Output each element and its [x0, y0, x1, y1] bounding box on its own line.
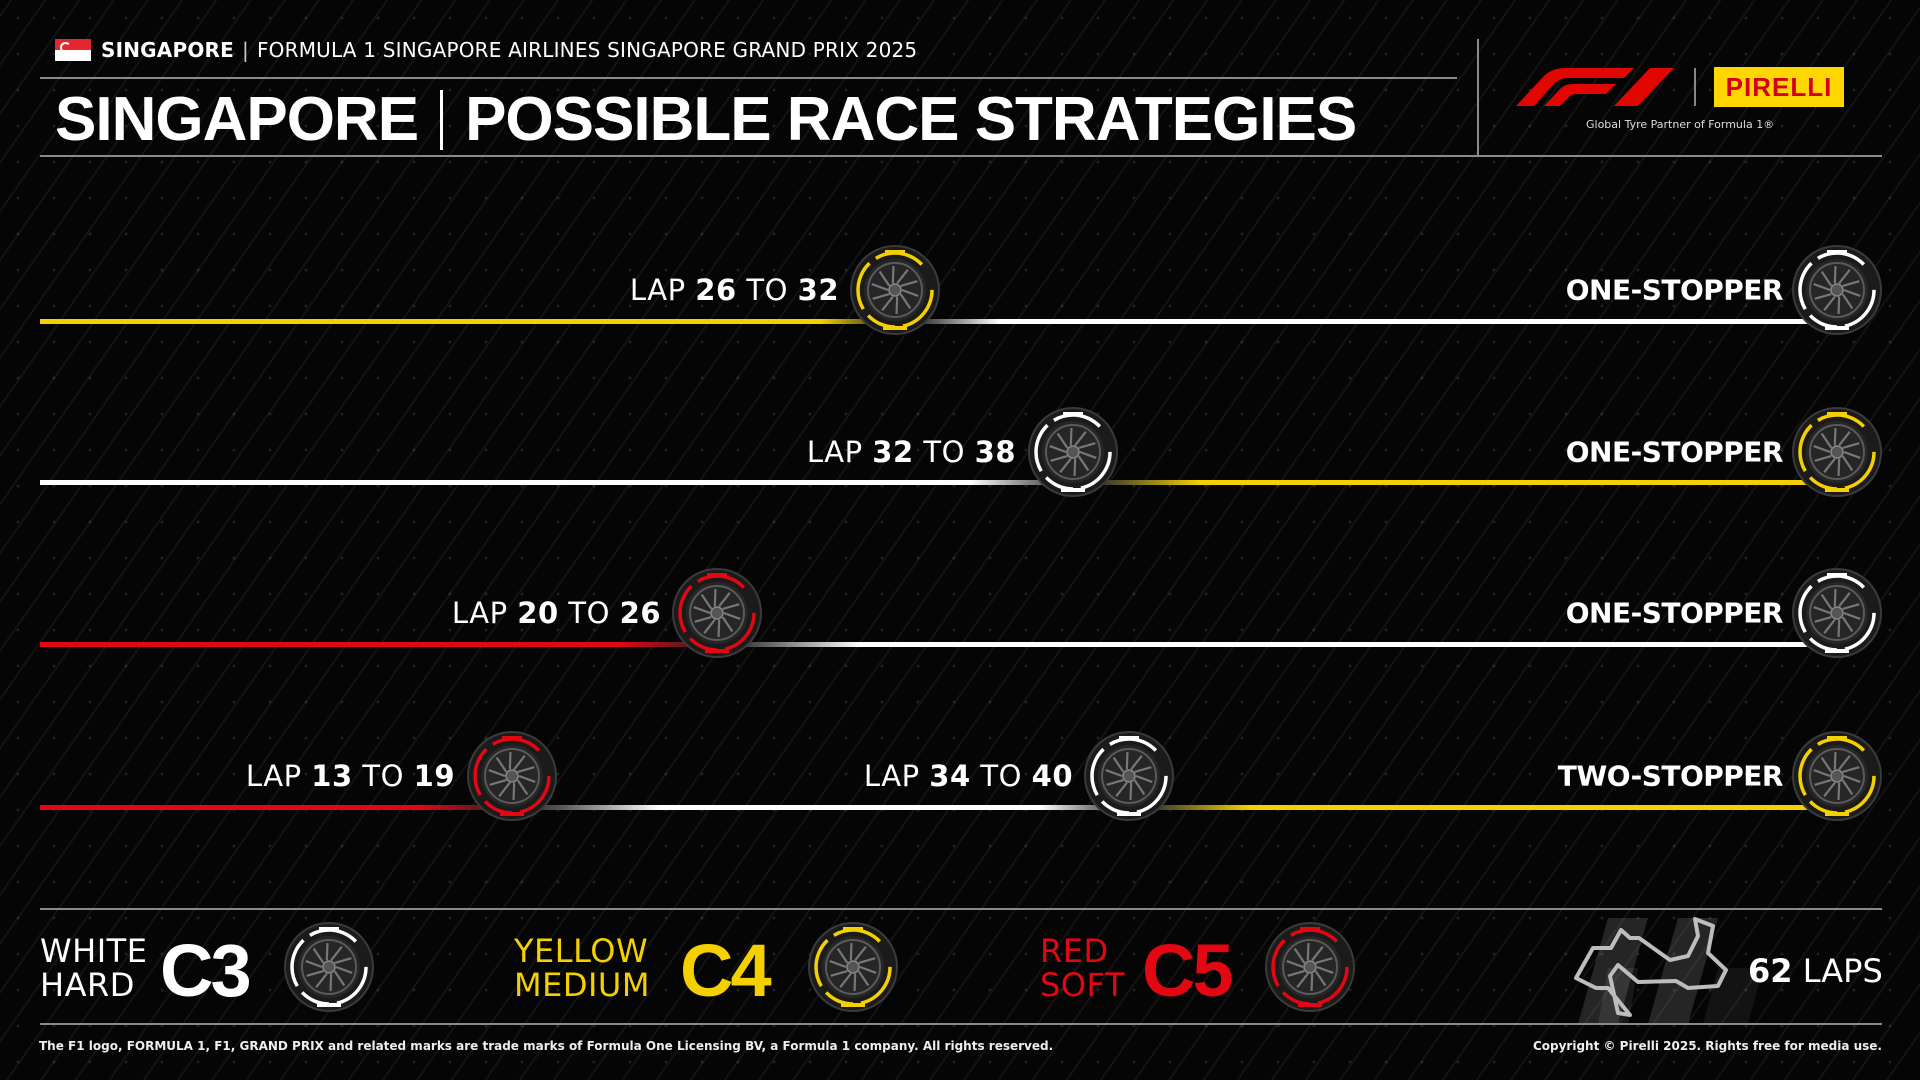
race-laps: 62 LAPS — [1748, 952, 1883, 990]
legend-top-divider — [40, 908, 1882, 910]
singapore-flag-icon — [55, 39, 91, 61]
strategy-2-stint-line — [40, 480, 1837, 485]
legend-hard-code: C3 — [160, 929, 252, 1012]
event-name: FORMULA 1 SINGAPORE AIRLINES SINGAPORE G… — [256, 38, 918, 62]
hard-tyre-icon — [1791, 567, 1883, 659]
hard-tyre-icon — [1083, 730, 1175, 822]
logo-divider — [1477, 39, 1479, 156]
strategy-3-pit-window: LAP 20 TO 26 — [451, 596, 661, 630]
header-divider — [40, 77, 1457, 79]
hard-tyre-icon — [1791, 244, 1883, 336]
hard-tyre-icon — [283, 921, 375, 1013]
medium-tyre-icon — [807, 921, 899, 1013]
legend-bottom-divider — [40, 1023, 1882, 1025]
soft-tyre-icon — [671, 567, 763, 659]
page-title: SINGAPORE POSSIBLE RACE STRATEGIES — [55, 84, 1357, 155]
trademark-notice: The F1 logo, FORMULA 1, F1, GRAND PRIX a… — [39, 1039, 1054, 1053]
strategy-2-pit-window: LAP 32 TO 38 — [806, 435, 1016, 469]
header-bottom-divider — [40, 155, 1882, 157]
legend-soft-code: C5 — [1142, 929, 1234, 1012]
event-subheader: SINGAPORE | FORMULA 1 SINGAPORE AIRLINES… — [55, 38, 917, 62]
logo-separator — [1694, 68, 1696, 106]
legend-soft-label: RED SOFT — [1040, 932, 1125, 1004]
strategy-1-type: ONE-STOPPER — [1565, 273, 1784, 307]
separator: | — [242, 38, 249, 62]
medium-tyre-icon — [849, 244, 941, 336]
legend-hard-label: WHITE HARD — [40, 932, 148, 1004]
strategy-1-stint-line — [40, 319, 1837, 324]
medium-tyre-icon — [1791, 730, 1883, 822]
title-separator — [440, 89, 444, 150]
soft-tyre-icon — [466, 730, 558, 822]
strategy-1-pit-window: LAP 26 TO 32 — [629, 273, 839, 307]
strategy-4-stint-line — [40, 805, 1837, 810]
medium-tyre-icon — [1791, 406, 1883, 498]
soft-tyre-icon — [1264, 921, 1356, 1013]
f1-logo — [1516, 68, 1674, 106]
copyright-notice: Copyright © Pirelli 2025. Rights free fo… — [1532, 1039, 1882, 1053]
strategy-3-type: ONE-STOPPER — [1565, 596, 1784, 630]
legend-medium-code: C4 — [680, 929, 772, 1012]
strategy-3-stint-line — [40, 642, 1837, 647]
partner-text: Global Tyre Partner of Formula 1® — [1586, 118, 1775, 131]
strategy-4-pit-window-2: LAP 34 TO 40 — [863, 759, 1073, 793]
strategy-4-pit-window-1: LAP 13 TO 19 — [245, 759, 455, 793]
strategy-4-type: TWO-STOPPER — [1557, 759, 1784, 793]
strategy-2-type: ONE-STOPPER — [1565, 435, 1784, 469]
hard-tyre-icon — [1027, 406, 1119, 498]
country-name: SINGAPORE — [101, 38, 235, 62]
circuit-map-icon — [1574, 917, 1763, 1024]
legend-medium-label: YELLOW MEDIUM — [514, 932, 650, 1004]
pirelli-logo: PIRELLI — [1714, 67, 1844, 107]
title-country: SINGAPORE — [55, 85, 419, 154]
title-text: POSSIBLE RACE STRATEGIES — [465, 85, 1357, 154]
